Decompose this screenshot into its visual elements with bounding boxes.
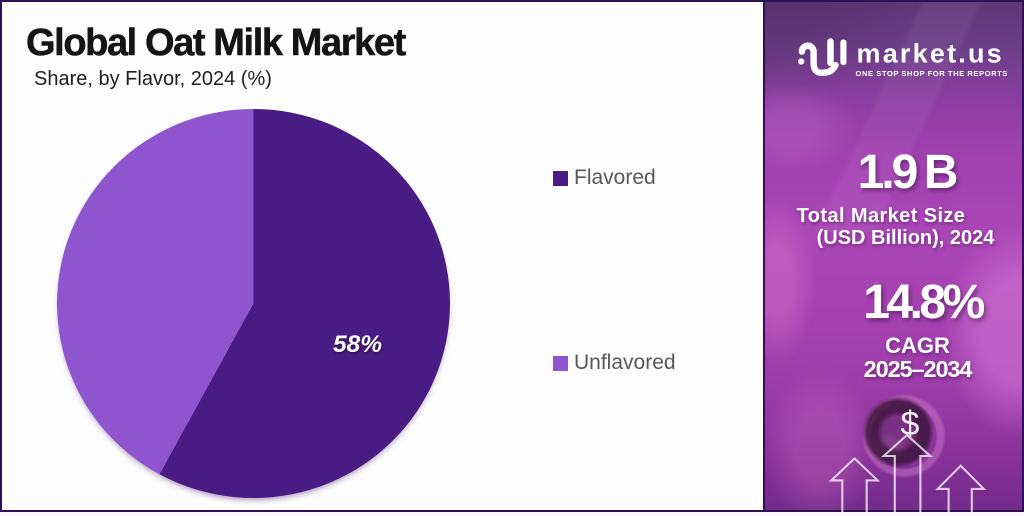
svg-text:ONE STOP SHOP FOR THE REPORTS: ONE STOP SHOP FOR THE REPORTS [856, 69, 1008, 78]
svg-text:market.us: market.us [857, 39, 1004, 69]
svg-text:$: $ [901, 405, 920, 443]
